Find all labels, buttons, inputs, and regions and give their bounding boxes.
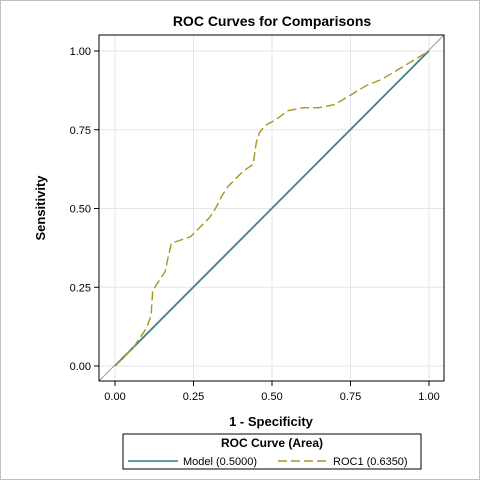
y-axis-ticks: 0.00 0.25 0.50 0.75 1.00 [70,46,99,373]
series-line-model [114,50,430,367]
legend-label-roc1: ROC1 (0.6350) [333,456,408,468]
series-group [114,50,430,367]
legend-label-model: Model (0.5000) [183,456,257,468]
chart-title: ROC Curves for Comparisons [173,13,372,29]
y-tick-label: 0.00 [70,361,91,373]
y-axis-label: Sensitivity [33,175,48,241]
y-tick-label: 0.75 [70,125,91,137]
legend-title: ROC Curve (Area) [221,436,323,450]
y-tick-label: 1.00 [70,46,91,58]
x-tick-label: 0.25 [183,391,204,403]
x-axis-label: 1 - Specificity [229,414,314,429]
x-tick-label: 0.00 [104,391,125,403]
y-tick-label: 0.50 [70,204,91,216]
x-tick-label: 1.00 [418,391,439,403]
legend-box [122,433,422,470]
legend: ROC Curve (Area) Model (0.5000) ROC1 (0.… [122,433,422,470]
gridlines [99,35,444,381]
x-tick-label: 0.50 [261,391,282,403]
x-tick-label: 0.75 [340,391,361,403]
x-axis-ticks: 0.00 0.25 0.50 0.75 1.00 [104,381,440,403]
series-line-roc1 [114,50,430,367]
y-tick-label: 0.25 [70,282,91,294]
